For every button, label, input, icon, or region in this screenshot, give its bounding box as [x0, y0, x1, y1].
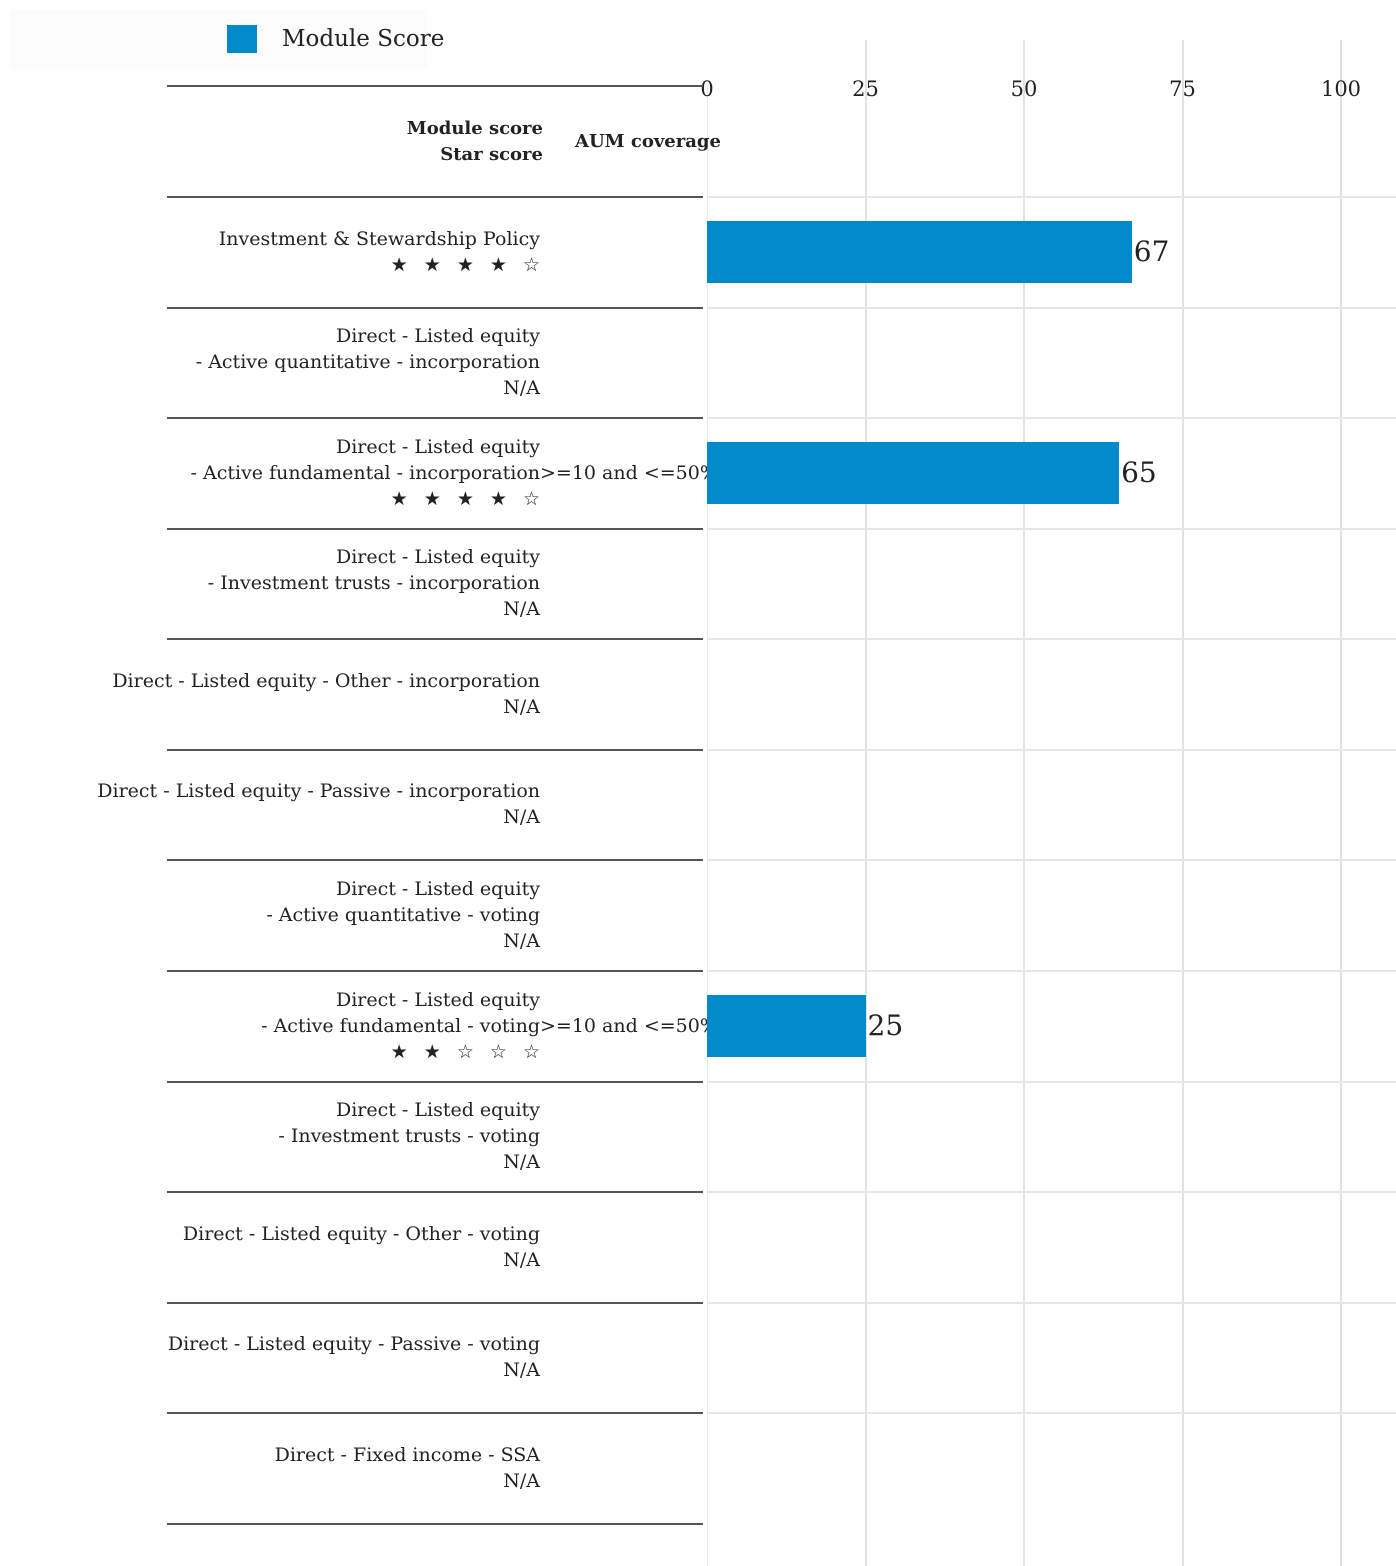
column-header-scores: Module score Star score: [407, 116, 543, 168]
row-label-line: Investment & Stewardship Policy: [218, 227, 540, 250]
header-module-score: Module score: [406, 118, 543, 139]
row-gridline: [707, 196, 1396, 198]
row-label-line: - Investment trusts - voting: [278, 1125, 540, 1147]
x-tick-label: 50: [1010, 77, 1038, 101]
row-label-line: Direct - Listed equity: [335, 435, 540, 458]
row-label: Direct - Listed equity - Investment trust…: [278, 1097, 540, 1175]
row-label: Direct - Listed equity - Active fundament…: [261, 987, 540, 1065]
row-label-line: Direct - Listed equity: [335, 877, 540, 900]
row-label: Direct - Listed equity - Other - incorpo…: [112, 668, 540, 720]
legend-label: Module Score: [282, 26, 445, 52]
row-separator: [167, 859, 703, 861]
star-score-na: N/A: [503, 929, 540, 952]
star-score-na: N/A: [503, 1151, 540, 1173]
row-gridline: [707, 1191, 1396, 1193]
x-gridline: [1023, 40, 1025, 1566]
row-label-line: Direct - Listed equity - Passive - incor…: [97, 780, 540, 802]
row-label-line: Direct - Listed equity: [335, 988, 540, 1011]
module-score-bar: [707, 220, 1132, 283]
row-separator: [167, 1412, 703, 1414]
row-label: Direct - Listed equity - Active quantitat…: [266, 876, 540, 954]
row-label: Investment & Stewardship Policy ★ ★ ★ ★ ☆: [219, 226, 540, 278]
star-score-na: N/A: [503, 806, 540, 828]
star-score: ★ ★ ★ ★ ☆: [390, 487, 545, 510]
header-aum-coverage: AUM coverage: [575, 131, 721, 152]
star-score-na: N/A: [503, 1469, 540, 1492]
row-separator: [167, 1191, 703, 1193]
x-tick-label: 100: [1320, 77, 1362, 101]
row-label: Direct - Listed equity - Active quantitat…: [196, 323, 540, 401]
row-label: Direct - Listed equity - Passive - incor…: [97, 778, 540, 830]
row-label-line: - Investment trusts - incorporation: [207, 572, 540, 594]
row-separator: [167, 970, 703, 972]
star-score: ★ ★ ☆ ☆ ☆: [390, 1040, 545, 1063]
x-tick-label: 0: [700, 77, 714, 101]
row-separator: [167, 307, 703, 309]
row-label: Direct - Listed equity - Investment trust…: [208, 544, 540, 622]
header-star-score: Star score: [440, 144, 543, 165]
row-gridline: [707, 1081, 1396, 1083]
bar-value-label: 65: [1121, 455, 1157, 489]
row-separator: [167, 749, 703, 751]
row-label-line: - Active fundamental - incorporation: [190, 461, 540, 484]
row-label-line: Direct - Listed equity: [335, 546, 540, 568]
row-label-line: Direct - Fixed income - SSA: [274, 1443, 540, 1466]
star-score-na: N/A: [503, 1359, 540, 1381]
star-score-na: N/A: [503, 377, 540, 399]
row-label: Direct - Listed equity - Passive - votin…: [168, 1331, 540, 1383]
row-label-line: Direct - Listed equity: [335, 325, 540, 347]
star-score-na: N/A: [503, 1248, 540, 1271]
row-gridline: [707, 417, 1396, 419]
star-score: ★ ★ ★ ★ ☆: [390, 253, 545, 276]
row-gridline: [707, 970, 1396, 972]
module-score-bar: [707, 994, 866, 1057]
chart-legend: Module Score: [10, 10, 444, 68]
bar-value-label: 67: [1133, 234, 1170, 268]
row-separator: [167, 85, 703, 87]
row-gridline: [707, 1302, 1396, 1304]
row-label-line: - Active quantitative - incorporation: [195, 351, 540, 373]
row-gridline: [707, 528, 1396, 530]
x-tick-label: 75: [1169, 77, 1196, 101]
x-gridline: [1181, 40, 1184, 1566]
row-gridline: [707, 1412, 1396, 1414]
row-separator: [167, 1523, 703, 1525]
aum-coverage-value: >=10 and <=50%: [540, 1014, 718, 1037]
row-separator: [167, 417, 703, 419]
row-label-line: Direct - Listed equity - Other - voting: [182, 1222, 540, 1245]
aum-coverage-value: >=10 and <=50%: [540, 461, 718, 484]
star-score-na: N/A: [503, 598, 540, 620]
row-separator: [167, 1302, 703, 1304]
legend-swatch: [227, 25, 257, 53]
zero-axis-line: [707, 86, 708, 1566]
row-label-line: Direct - Listed equity - Other - incorpo…: [112, 669, 540, 692]
row-label: Direct - Fixed income - SSA N/A: [275, 1442, 540, 1494]
x-gridline: [1340, 40, 1342, 1566]
row-label-line: Direct - Listed equity: [335, 1099, 540, 1121]
module-score-bar: [707, 441, 1120, 504]
row-gridline: [707, 307, 1396, 309]
row-label-line: - Active fundamental - voting: [261, 1014, 540, 1037]
x-tick-label: 25: [852, 77, 879, 101]
star-score-na: N/A: [503, 695, 540, 718]
row-gridline: [707, 638, 1396, 640]
row-separator: [167, 196, 703, 198]
row-separator: [167, 638, 703, 640]
row-label: Direct - Listed equity - Other - voting N…: [183, 1221, 540, 1273]
row-separator: [167, 528, 703, 530]
row-label-line: - Active quantitative - voting: [266, 903, 540, 926]
row-gridline: [707, 749, 1396, 751]
x-gridline: [864, 40, 867, 1566]
row-gridline: [707, 859, 1396, 861]
bar-value-label: 25: [867, 1008, 904, 1042]
row-label-line: Direct - Listed equity - Passive - votin…: [167, 1333, 540, 1355]
row-separator: [167, 1081, 703, 1083]
row-label: Direct - Listed equity - Active fundament…: [191, 434, 540, 512]
